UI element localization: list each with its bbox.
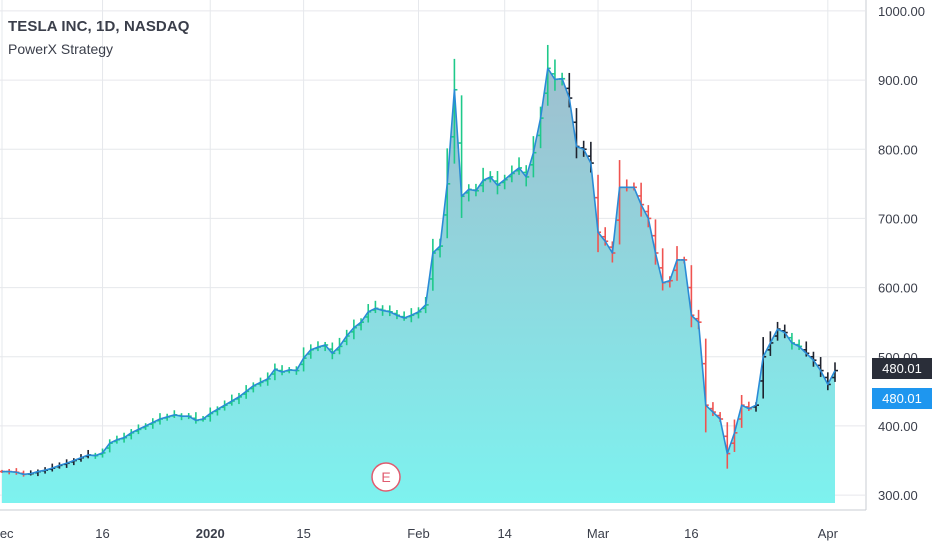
price-area-fill bbox=[2, 68, 835, 503]
chart-legend: TESLA INC, 1D, NASDAQ PowerX Strategy bbox=[8, 18, 190, 57]
x-tick-label: 16 bbox=[95, 526, 109, 541]
x-tick-label: Mar bbox=[587, 526, 610, 541]
price-area bbox=[2, 68, 835, 503]
y-tick-label: 700.00 bbox=[878, 211, 918, 226]
y-tick-label: 1000.00 bbox=[878, 4, 925, 19]
strategy-label[interactable]: PowerX Strategy bbox=[8, 41, 114, 57]
price-line bbox=[2, 67, 836, 476]
close-price-line bbox=[2, 67, 836, 476]
symbol-title[interactable]: TESLA INC, 1D, NASDAQ bbox=[8, 18, 190, 35]
y-tick-label: 900.00 bbox=[878, 73, 918, 88]
close-price-tag: 480.01 bbox=[872, 388, 932, 409]
x-tick-label: Apr bbox=[818, 526, 839, 541]
x-tick-label: Dec bbox=[0, 526, 14, 541]
y-tick-label: 800.00 bbox=[878, 142, 918, 157]
x-tick-label: 14 bbox=[497, 526, 511, 541]
y-tick-label: 300.00 bbox=[878, 488, 918, 503]
x-tick-label: Feb bbox=[407, 526, 429, 541]
x-tick-label: 2020 bbox=[196, 526, 225, 541]
y-tick-label: 600.00 bbox=[878, 281, 918, 296]
earnings-marker-circle[interactable] bbox=[371, 462, 401, 492]
earnings-marker-label: E bbox=[381, 469, 390, 485]
x-tick-label: 16 bbox=[684, 526, 698, 541]
last-price-tag: 480.01 bbox=[872, 358, 932, 379]
x-tick-label: 15 bbox=[296, 526, 310, 541]
earnings-marker[interactable]: E bbox=[371, 462, 401, 492]
y-tick-label: 400.00 bbox=[878, 419, 918, 434]
